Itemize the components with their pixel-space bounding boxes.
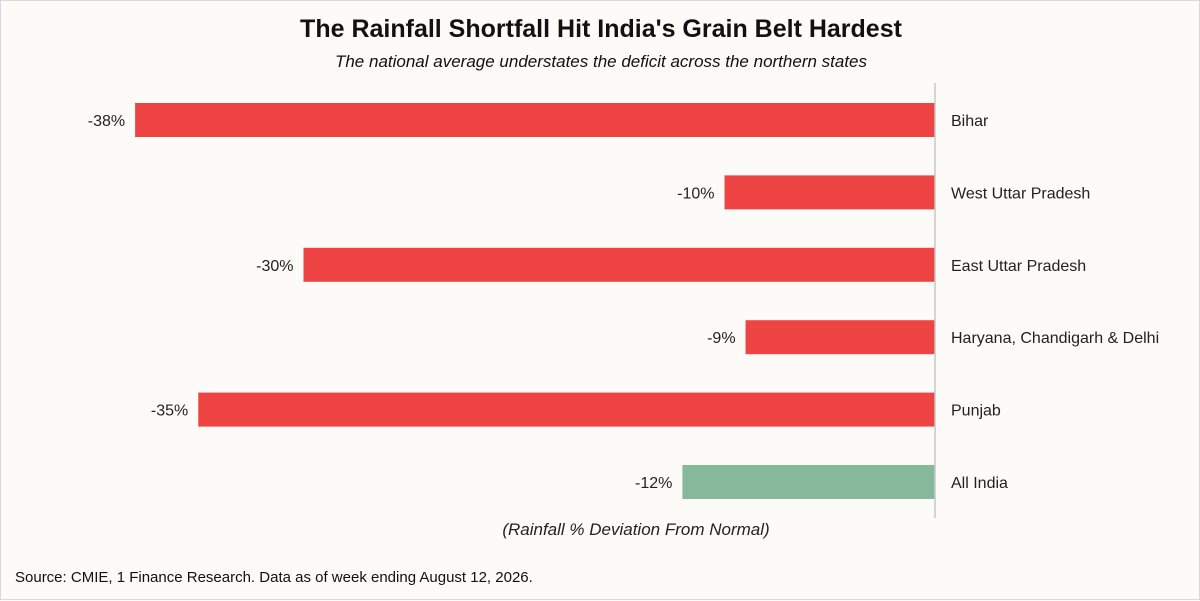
category-label: All India [951, 475, 1008, 492]
bar-value-label: -30% [256, 258, 293, 275]
bar [724, 175, 935, 210]
x-axis-label: (Rainfall % Deviation From Normal) [502, 520, 770, 539]
bar-value-label: -12% [635, 475, 672, 492]
category-label: Bihar [951, 113, 989, 130]
bar [135, 103, 936, 137]
bar [198, 392, 935, 427]
bar [745, 320, 935, 355]
category-label: West Uttar Pradesh [951, 185, 1090, 202]
category-label: East Uttar Pradesh [951, 258, 1086, 275]
category-label: Haryana, Chandigarh & Delhi [951, 330, 1159, 347]
category-label: Punjab [951, 403, 1001, 420]
chart-subtitle: The national average understates the def… [334, 52, 868, 71]
bar-value-label: -9% [707, 330, 735, 347]
bar-value-label: -10% [677, 185, 714, 202]
bar [682, 465, 935, 499]
bar-value-label: -35% [151, 403, 188, 420]
chart-title: The Rainfall Shortfall Hit India's Grain… [300, 15, 902, 43]
bar [303, 247, 935, 282]
source-note: Source: CMIE, 1 Finance Research. Data a… [15, 569, 533, 586]
bar-value-label: -38% [88, 113, 125, 130]
